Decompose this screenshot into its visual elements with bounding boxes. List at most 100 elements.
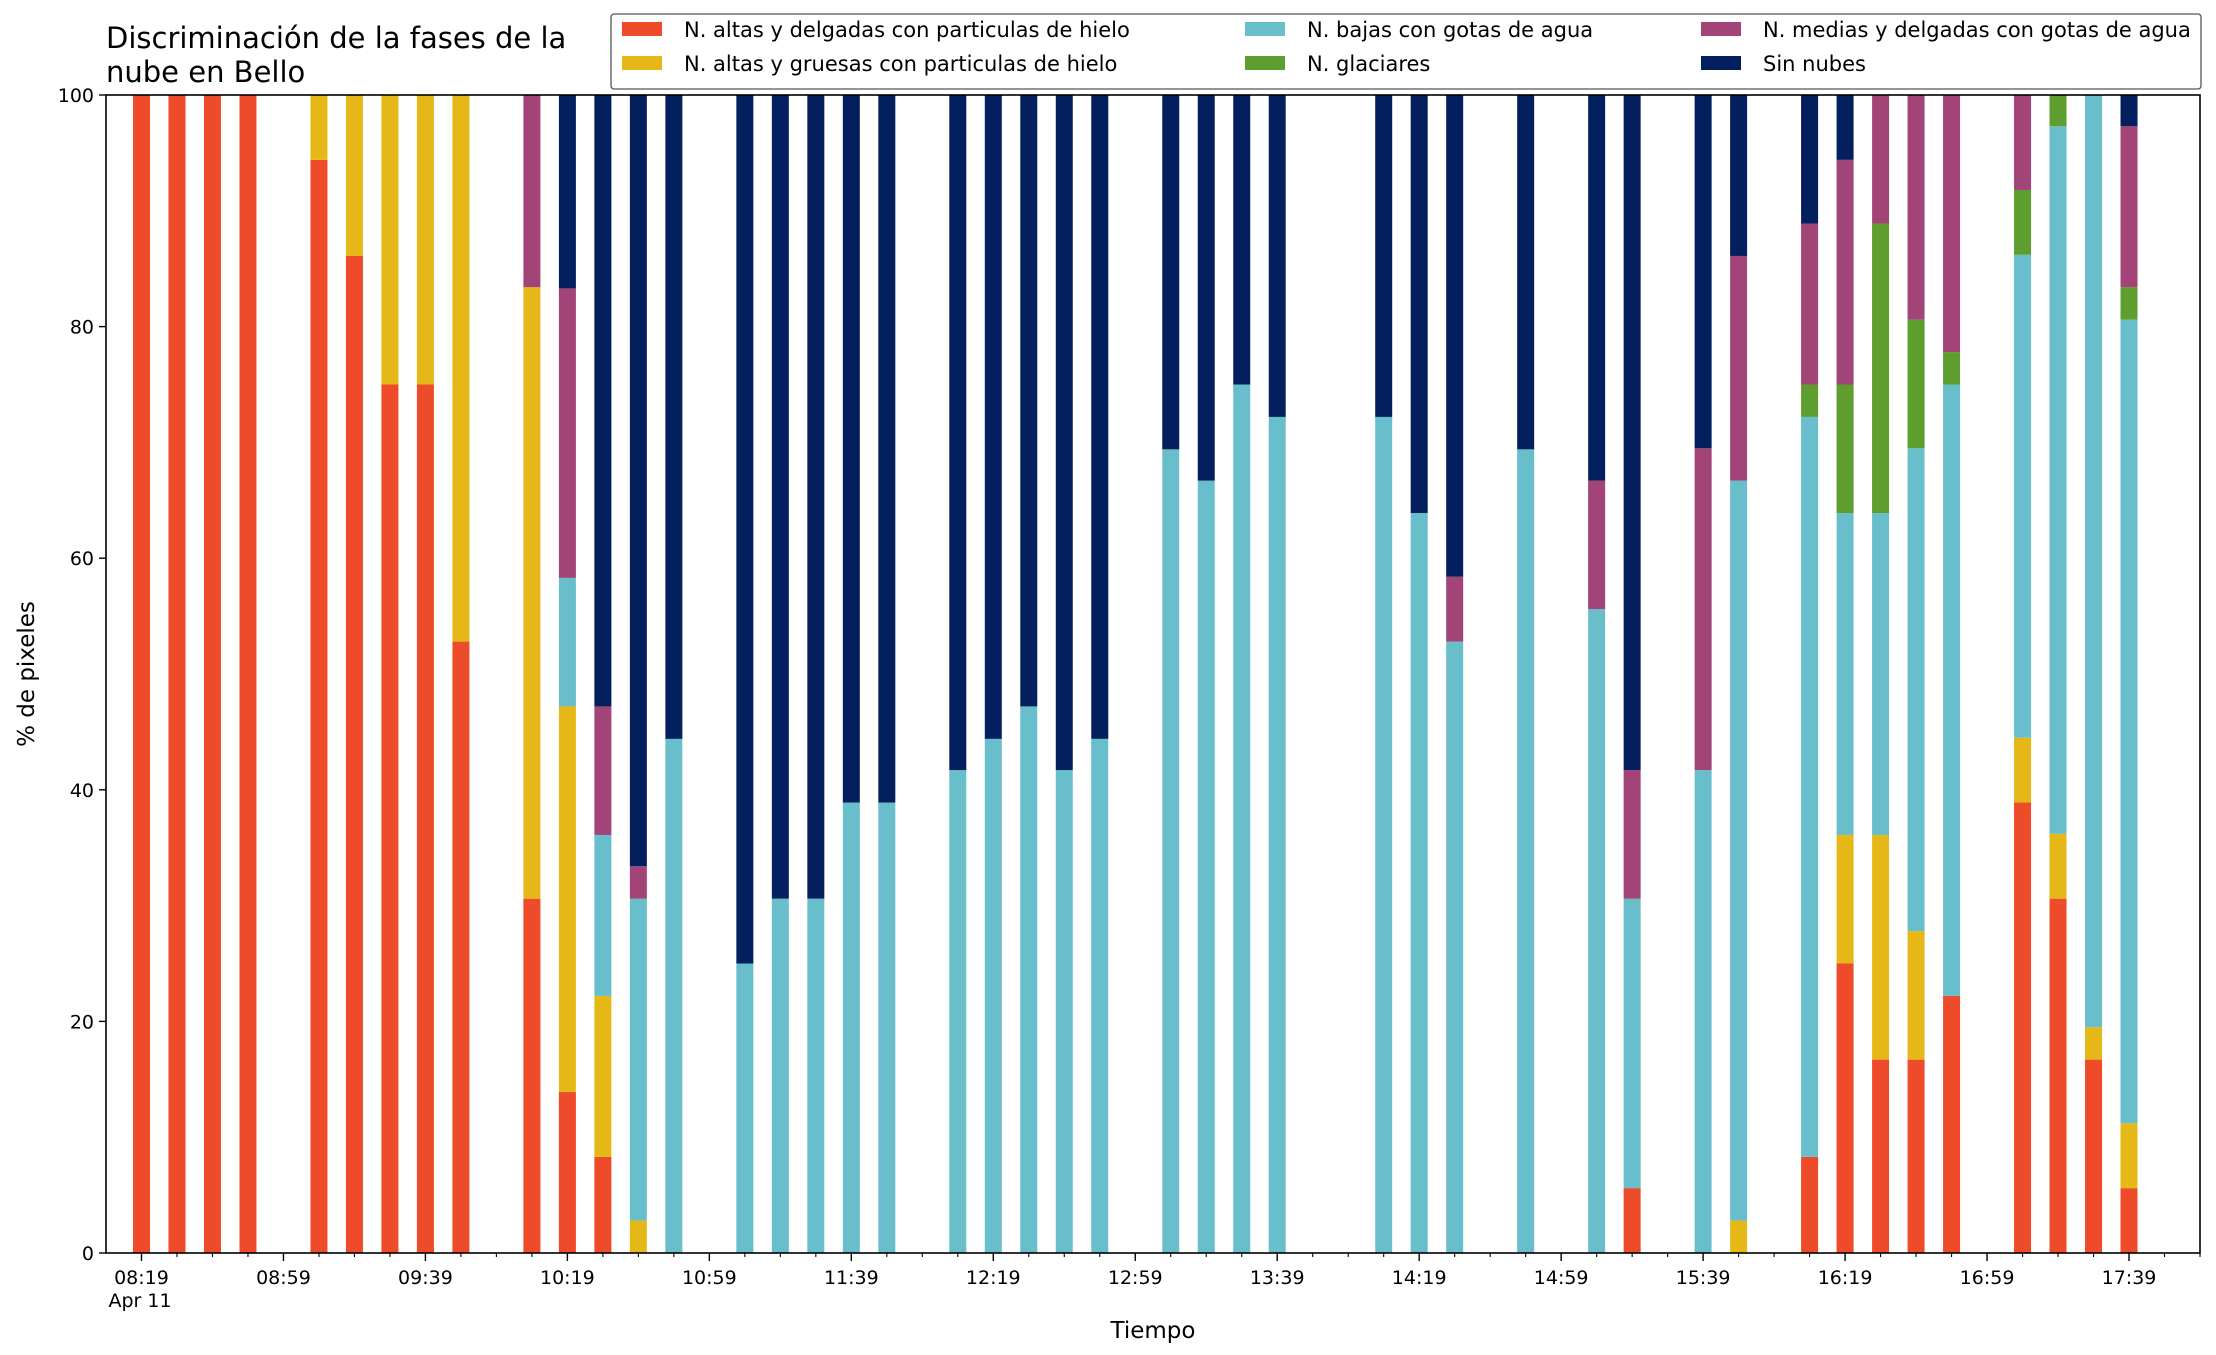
x-tick-label: 13:39 [1250, 1267, 1305, 1289]
bar-0939-series-1 [416, 95, 434, 385]
legend-label-1: N. altas y gruesas con particulas de hie… [684, 52, 1117, 76]
bar-1629-series-2 [1872, 513, 1890, 835]
bar-0929-series-1 [381, 95, 399, 385]
bar-1229-series-5 [1020, 95, 1038, 707]
bar-1019-series-5 [558, 95, 576, 289]
bar-1239-series-2 [1055, 770, 1073, 1253]
bar-1449-series-5 [1517, 95, 1535, 450]
legend-swatch-5 [1701, 56, 1741, 70]
x-tick-label: 15:39 [1676, 1267, 1731, 1289]
bar-1639-series-1 [1907, 931, 1925, 1060]
legend-swatch-4 [1701, 22, 1741, 36]
x-tick-label: 12:19 [966, 1267, 1021, 1289]
bar-1139-series-2 [842, 802, 860, 1253]
bar-1709-series-3 [2014, 189, 2032, 255]
bar-1629-series-4 [1872, 95, 1890, 224]
x-tick-label: 08:19 [114, 1267, 169, 1289]
bar-1009-series-0 [523, 898, 541, 1253]
bar-stacks [132, 95, 2138, 1254]
bar-1549-series-1 [1730, 1220, 1748, 1253]
bar-1719-series-0 [2049, 898, 2067, 1253]
bar-1709-series-2 [2014, 254, 2032, 738]
x-tick-label: 10:59 [682, 1267, 737, 1289]
bar-1509-series-5 [1588, 95, 1606, 481]
bar-1629-series-0 [1872, 1059, 1890, 1253]
x-axis-label: Tiempo [1110, 1318, 1196, 1344]
bar-1009-series-1 [523, 287, 541, 899]
bar-1039-series-2 [629, 898, 647, 1221]
bar-1019-series-4 [558, 288, 576, 578]
bar-1329-series-5 [1233, 95, 1251, 385]
bar-1029-series-4 [594, 706, 612, 835]
bar-1019-series-0 [558, 1092, 576, 1253]
x-tick-label: 09:39 [398, 1267, 453, 1289]
bar-0929-series-0 [381, 384, 399, 1253]
bar-1339-series-2 [1268, 416, 1286, 1253]
bar-1129-series-2 [807, 898, 825, 1253]
bar-0909-series-0 [310, 159, 328, 1254]
bar-0919-series-0 [345, 255, 363, 1253]
bar-1739-series-0 [2120, 1188, 2138, 1253]
bar-1309-series-5 [1162, 95, 1180, 450]
x-tick-label: 11:39 [824, 1267, 879, 1289]
bar-1319-series-5 [1197, 95, 1215, 481]
bar-1639-series-3 [1907, 319, 1925, 449]
bar-0919-series-1 [345, 95, 363, 256]
bar-1019-series-1 [558, 706, 576, 1093]
bar-0909-series-1 [310, 95, 328, 160]
bar-1609-series-0 [1801, 1156, 1819, 1253]
bar-1129-series-5 [807, 95, 825, 899]
bar-1209-series-5 [949, 95, 967, 771]
bar-1049-series-5 [665, 95, 683, 739]
y-tick-label: 80 [70, 317, 94, 339]
bar-1649-series-3 [1943, 352, 1961, 385]
legend-label-0: N. altas y delgadas con particulas de hi… [684, 18, 1130, 42]
bar-1329-series-2 [1233, 384, 1251, 1253]
bar-1619-series-1 [1836, 834, 1854, 964]
legend-swatch-0 [622, 22, 662, 36]
legend-frame [610, 13, 2202, 90]
bar-1519-series-4 [1623, 770, 1641, 899]
bar-1419-series-5 [1410, 95, 1428, 514]
bar-1049-series-2 [665, 738, 683, 1253]
bar-1429-series-5 [1446, 95, 1464, 577]
bar-1649-series-4 [1943, 95, 1961, 353]
bar-1209-series-2 [949, 770, 967, 1253]
bar-1719-series-2 [2049, 126, 2067, 834]
y-tick-label: 60 [70, 548, 94, 570]
legend-label-2: N. bajas con gotas de agua [1307, 18, 1593, 42]
bar-1419-series-2 [1410, 513, 1428, 1253]
bar-1739-series-2 [2120, 319, 2138, 1124]
bar-1109-series-2 [736, 963, 754, 1253]
bar-0839-series-0 [203, 95, 221, 1253]
legend-swatch-3 [1245, 56, 1285, 70]
bar-1649-series-2 [1943, 384, 1961, 996]
bar-1219-series-2 [984, 738, 1002, 1253]
bar-1339-series-5 [1268, 95, 1286, 417]
bar-1449-series-2 [1517, 449, 1535, 1254]
bar-1619-series-5 [1836, 95, 1854, 160]
bar-1539-series-4 [1694, 448, 1712, 771]
x-tick-label: 16:59 [1960, 1267, 2015, 1289]
x-tick-label: 17:39 [2102, 1267, 2157, 1289]
bar-1709-series-4 [2014, 95, 2032, 190]
bar-1539-series-5 [1694, 95, 1712, 449]
bar-1429-series-4 [1446, 576, 1464, 642]
bar-1149-series-2 [878, 802, 896, 1253]
bar-1009-series-4 [523, 95, 541, 288]
x-tick-label: 12:59 [1108, 1267, 1163, 1289]
bar-1429-series-2 [1446, 641, 1464, 1253]
bar-1309-series-2 [1162, 449, 1180, 1254]
x-tick-label: 08:59 [256, 1267, 311, 1289]
bar-1519-series-2 [1623, 898, 1641, 1189]
bar-1729-series-0 [2085, 1059, 2103, 1253]
x-tick-label: 10:19 [540, 1267, 595, 1289]
legend-swatch-2 [1245, 22, 1285, 36]
bar-1149-series-5 [878, 95, 896, 803]
y-axis: 0 20 40 60 80 100 [58, 85, 106, 1265]
bar-0819-series-0 [132, 95, 150, 1253]
bar-0849-series-0 [239, 95, 257, 1253]
bar-1119-series-2 [771, 898, 789, 1253]
